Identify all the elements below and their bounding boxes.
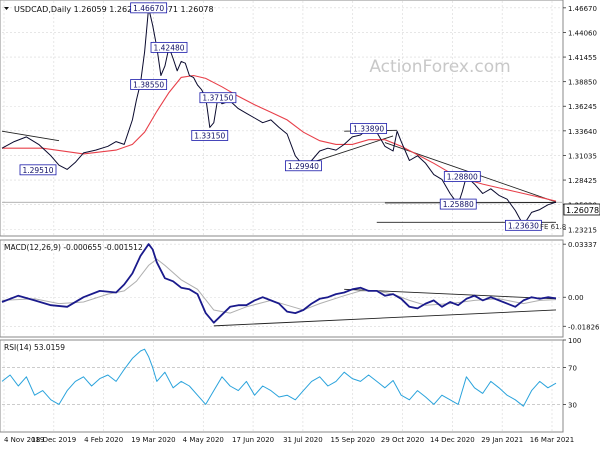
level-label: 1.38550 — [133, 80, 164, 89]
y-tick-label: 100 — [568, 337, 581, 345]
price-title: USDCAD,Daily 1.26059 1.26262 1.25971 1.2… — [14, 5, 214, 14]
rsi-title: RSI(14) 53.0159 — [4, 343, 65, 352]
y-tick-label: 1.44060 — [568, 29, 597, 37]
y-tick-label: 1.46670 — [568, 5, 597, 13]
level-label: 1.33150 — [194, 131, 225, 140]
rsi-y-axis: 100 70 30 — [563, 337, 581, 409]
price-panel: ActionForex.com USDCAD,Daily 1.26059 1.2… — [0, 0, 600, 236]
y-tick-label: 70 — [568, 365, 577, 373]
price-y-axis: 1.46670 1.44060 1.41455 1.38850 1.36245 1.336… — [563, 5, 597, 234]
y-tick-label: 1.36245 — [568, 103, 597, 111]
price-panel-frame — [0, 0, 563, 236]
macd-y-axis: 0.03337 0.00 -0.018262 — [563, 241, 600, 331]
x-tick-label: 4 Feb 2020 — [84, 436, 123, 444]
level-label: 1.23630 — [508, 221, 539, 230]
level-label: 1.33890 — [353, 124, 384, 133]
x-tick-label: 29 Jan 2021 — [481, 436, 523, 444]
x-tick-label: 31 Jul 2020 — [283, 436, 323, 444]
level-label: 1.28800 — [447, 173, 478, 182]
x-tick-label: 19 Mar 2020 — [131, 436, 175, 444]
y-tick-label: -0.018262 — [568, 323, 600, 331]
current-price-text: 1.26078 — [566, 206, 599, 215]
level-label: 1.29510 — [22, 166, 53, 175]
level-label: 1.37150 — [202, 94, 233, 103]
y-tick-label: 1.41455 — [568, 54, 597, 62]
rsi-panel: RSI(14) 53.0159 100 70 30 — [0, 337, 581, 432]
y-tick-label: 0.00 — [568, 294, 584, 302]
level-label: 1.42480 — [154, 43, 185, 52]
y-tick-label: 1.23215 — [568, 226, 597, 234]
x-tick-label: 16 Mar 2021 — [530, 436, 574, 444]
y-tick-label: 1.31035 — [568, 152, 597, 160]
x-tick-label: 18 Dec 2019 — [31, 436, 76, 444]
y-tick-label: 0.03337 — [568, 241, 597, 249]
x-tick-label: 15 Sep 2020 — [331, 436, 375, 444]
x-tick-label: 29 Oct 2020 — [381, 436, 424, 444]
x-tick-label: 17 Jun 2020 — [232, 436, 274, 444]
y-tick-label: 30 — [568, 401, 577, 409]
y-tick-label: 1.38850 — [568, 79, 597, 87]
macd-panel: MACD(12,26,9) -0.000655 -0.001512 0.0333… — [0, 240, 600, 337]
level-label: 1.29940 — [288, 162, 319, 171]
fe-label: FE 61.8 — [540, 223, 566, 231]
current-price-tag: 1.26078 — [564, 204, 600, 215]
macd-title: MACD(12,26,9) -0.000655 -0.001512 — [4, 243, 143, 252]
x-tick-label: 14 Dec 2020 — [430, 436, 475, 444]
watermark: ActionForex.com — [369, 57, 510, 77]
x-tick-label: 4 May 2020 — [183, 436, 224, 444]
rsi-panel-frame — [0, 340, 563, 432]
y-tick-label: 1.33640 — [568, 128, 597, 136]
level-label: 1.25880 — [443, 200, 474, 209]
y-tick-label: 1.28425 — [568, 177, 597, 185]
level-label: 1.46670 — [133, 4, 164, 13]
